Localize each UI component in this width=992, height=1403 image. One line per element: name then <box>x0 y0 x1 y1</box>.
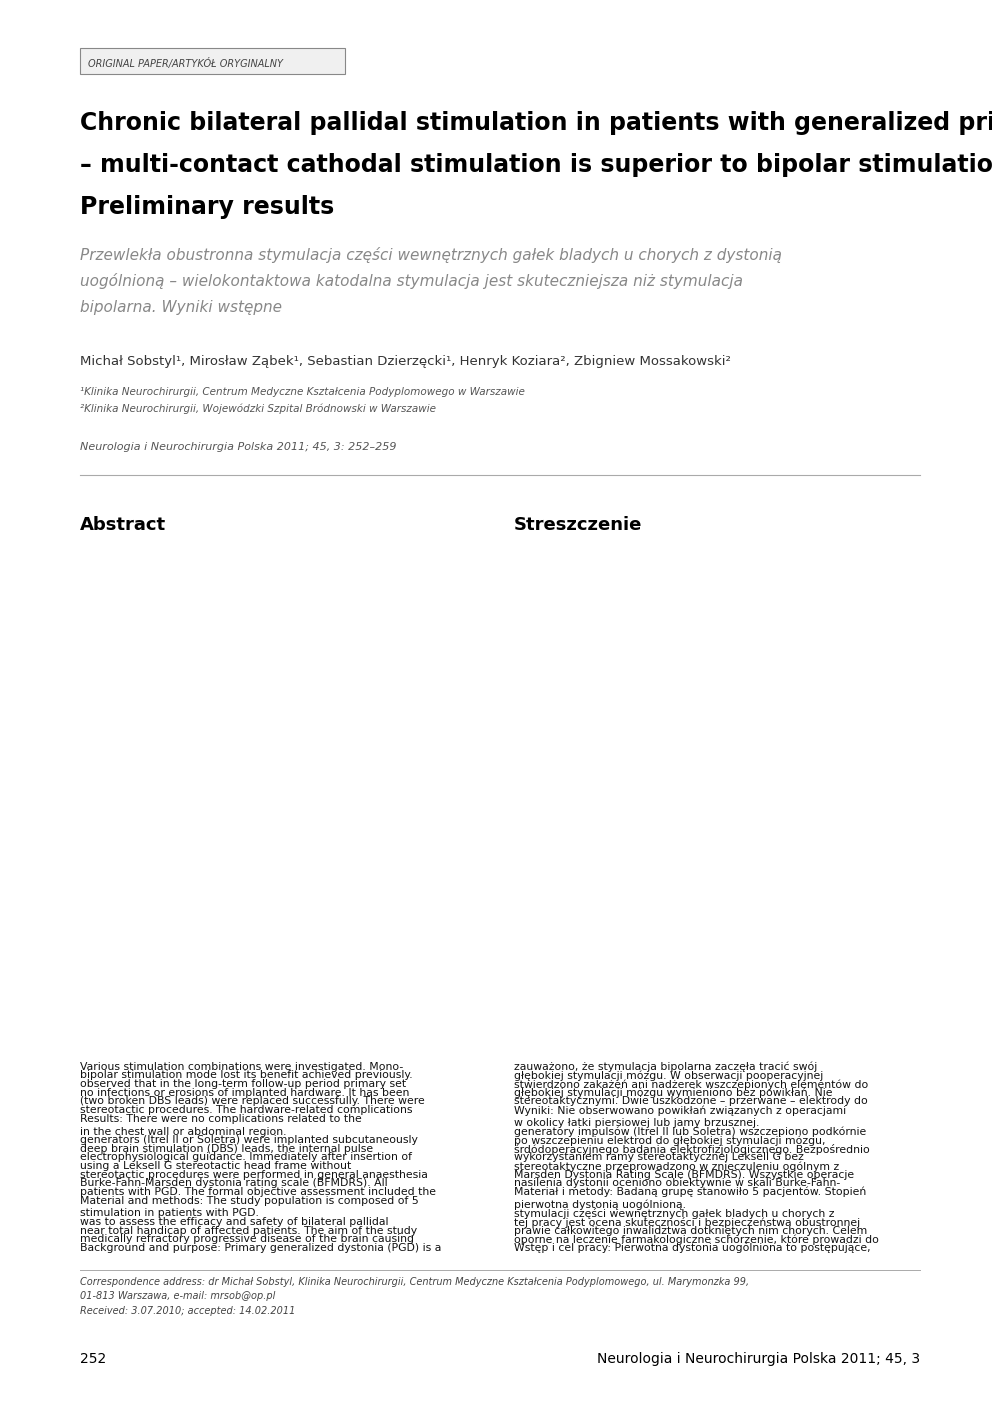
Text: głębokiej stymulacji mózgu wymieniono bez powikłań. Nie: głębokiej stymulacji mózgu wymieniono be… <box>514 1087 832 1099</box>
Text: (two broken DBS leads) were replaced successfully. There were: (two broken DBS leads) were replaced suc… <box>80 1096 425 1107</box>
Text: Wstęp i cel pracy: Pierwotna dystonia uogólniona to postępujące,: Wstęp i cel pracy: Pierwotna dystonia uo… <box>514 1243 871 1253</box>
Text: observed that in the long-term follow-up period primary set: observed that in the long-term follow-up… <box>80 1079 406 1089</box>
Text: patients with PGD. The formal objective assessment included the: patients with PGD. The formal objective … <box>80 1187 436 1197</box>
Text: Various stimulation combinations were investigated. Mono-: Various stimulation combinations were in… <box>80 1062 404 1072</box>
Text: Material and methods: The study population is composed of 5: Material and methods: The study populati… <box>80 1195 419 1205</box>
Text: Background and purpose: Primary generalized dystonia (PGD) is a: Background and purpose: Primary generali… <box>80 1243 441 1253</box>
Text: Preliminary results: Preliminary results <box>80 195 334 219</box>
Bar <box>80 48 345 74</box>
Text: 01-813 Warszawa, e-mail: mrsob@op.pl: 01-813 Warszawa, e-mail: mrsob@op.pl <box>80 1291 276 1301</box>
Text: w okolicy łatki piersiowej lub jamy brzusznej.: w okolicy łatki piersiowej lub jamy brzu… <box>514 1118 759 1128</box>
Text: electrophysiological guidance. Immediately after insertion of: electrophysiological guidance. Immediate… <box>80 1152 412 1163</box>
Text: generatory impulsów (Itrel II lub Soletra) wszczepiono podkórnie: generatory impulsów (Itrel II lub Soletr… <box>514 1127 866 1136</box>
Text: deep brain stimulation (DBS) leads, the internal pulse: deep brain stimulation (DBS) leads, the … <box>80 1143 373 1153</box>
Text: ORIGINAL PAPER/ARTYKÓŁ ORYGINALNY: ORIGINAL PAPER/ARTYKÓŁ ORYGINALNY <box>88 58 283 69</box>
Text: in the chest wall or abdominal region.: in the chest wall or abdominal region. <box>80 1127 287 1136</box>
Text: Correspondence address: dr Michał Sobstyl, Klinika Neurochirurgii, Centrum Medyc: Correspondence address: dr Michał Sobsty… <box>80 1277 749 1287</box>
Text: Burke-Fahn-Marsden dystonia rating scale (BFMDRS). All: Burke-Fahn-Marsden dystonia rating scale… <box>80 1179 388 1188</box>
Text: Streszczenie: Streszczenie <box>514 516 643 535</box>
Text: nasilenia dystonii oceniono obiektywnie w skali Burke-Fahn-: nasilenia dystonii oceniono obiektywnie … <box>514 1179 840 1188</box>
Text: Received: 3.07.2010; accepted: 14.02.2011: Received: 3.07.2010; accepted: 14.02.201… <box>80 1306 296 1316</box>
Text: no infections or erosions of implanted hardware. It has been: no infections or erosions of implanted h… <box>80 1087 410 1097</box>
Text: stwierdzono zakażeń ani nadżerek wszczepionych elementów do: stwierdzono zakażeń ani nadżerek wszczep… <box>514 1079 868 1090</box>
Text: ¹Klinika Neurochirurgii, Centrum Medyczne Kształcenia Podyplomowego w Warszawie: ¹Klinika Neurochirurgii, Centrum Medyczn… <box>80 387 525 397</box>
Text: Michał Sobstyl¹, Mirosław Ząbek¹, Sebastian Dzierzęcki¹, Henryk Koziara², Zbigni: Michał Sobstyl¹, Mirosław Ząbek¹, Sebast… <box>80 355 731 368</box>
Text: Neurologia i Neurochirurgia Polska 2011; 45, 3: 252–259: Neurologia i Neurochirurgia Polska 2011;… <box>80 442 397 452</box>
Text: tej pracy jest ocena skuteczności i bezpieczeństwa obustronnej: tej pracy jest ocena skuteczności i bezp… <box>514 1216 860 1228</box>
Text: stereotactic procedures. The hardware-related complications: stereotactic procedures. The hardware-re… <box>80 1106 413 1115</box>
Text: was to assess the efficacy and safety of bilateral pallidal: was to assess the efficacy and safety of… <box>80 1216 389 1228</box>
Text: Abstract: Abstract <box>80 516 166 535</box>
Text: stereotaktycznymi. Dwie uszkodzone – przerwane – elektrody do: stereotaktycznymi. Dwie uszkodzone – prz… <box>514 1096 868 1107</box>
Text: Neurologia i Neurochirurgia Polska 2011; 45, 3: Neurologia i Neurochirurgia Polska 2011;… <box>597 1352 920 1367</box>
Text: 252: 252 <box>80 1352 106 1367</box>
Text: prawie całkowitego inwalidztwa dotkniętych nim chorych. Celem: prawie całkowitego inwalidztwa dotknięty… <box>514 1226 867 1236</box>
Text: uogólnioną – wielokontaktowa katodalna stymulacja jest skuteczniejsza niż stymul: uogólnioną – wielokontaktowa katodalna s… <box>80 274 743 289</box>
Text: stymulacji części wewnętrznych gałek bladych u chorych z: stymulacji części wewnętrznych gałek bla… <box>514 1208 834 1219</box>
Text: near total handicap of affected patients. The aim of the study: near total handicap of affected patients… <box>80 1226 417 1236</box>
Text: stimulation in patients with PGD.: stimulation in patients with PGD. <box>80 1208 259 1218</box>
Text: bipolar stimulation mode lost its benefit achieved previously.: bipolar stimulation mode lost its benefi… <box>80 1070 413 1080</box>
Text: Wyniki: Nie obserwowano powikłań związanych z operacjami: Wyniki: Nie obserwowano powikłań związan… <box>514 1106 846 1115</box>
Text: medically refractory progressive disease of the brain causing: medically refractory progressive disease… <box>80 1235 414 1244</box>
Text: po wszczepieniu elektrod do głębokiej stymulacji mózgu,: po wszczepieniu elektrod do głębokiej st… <box>514 1135 825 1146</box>
Text: Chronic bilateral pallidal stimulation in patients with generalized primary dyst: Chronic bilateral pallidal stimulation i… <box>80 111 992 135</box>
Text: zauważono, że stymulacja bipolarna zaczęła tracić swój: zauważono, że stymulacja bipolarna zaczę… <box>514 1062 817 1072</box>
Text: using a Leksell G stereotactic head frame without: using a Leksell G stereotactic head fram… <box>80 1162 351 1172</box>
Text: Results: There were no complications related to the: Results: There were no complications rel… <box>80 1114 362 1124</box>
Text: wykorzystaniem ramy stereotaktycznej Leksell G bez: wykorzystaniem ramy stereotaktycznej Lek… <box>514 1152 804 1163</box>
Text: ²Klinika Neurochirurgii, Wojewódzki Szpital Bródnowski w Warszawie: ²Klinika Neurochirurgii, Wojewódzki Szpi… <box>80 404 436 414</box>
Text: bipolarna. Wyniki wstępne: bipolarna. Wyniki wstępne <box>80 300 282 316</box>
Text: – multi-contact cathodal stimulation is superior to bipolar stimulation mode.: – multi-contact cathodal stimulation is … <box>80 153 992 177</box>
Text: stereotactic procedures were performed in general anaesthesia: stereotactic procedures were performed i… <box>80 1170 428 1180</box>
Text: Materiał i metody: Badaną grupę stanowiło 5 pacjentów. Stopień: Materiał i metody: Badaną grupę stanowił… <box>514 1187 866 1197</box>
Text: śrdódoperacyjnego badania elektrofizjologicznego. Bezpośrednio: śrdódoperacyjnego badania elektrofizjolo… <box>514 1143 870 1155</box>
Text: Marsden Dystonia Rating Scale (BFMDRS). Wszystkie operacje: Marsden Dystonia Rating Scale (BFMDRS). … <box>514 1170 854 1180</box>
Text: oporne na leczenie farmakologiczne schorzenie, które prowadzi do: oporne na leczenie farmakologiczne schor… <box>514 1235 879 1244</box>
Text: pierwotna dystonią uogólnioną.: pierwotna dystonią uogólnioną. <box>514 1200 686 1211</box>
Text: głębokiej stymulacji mózgu. W obserwacji pooperacyjnej: głębokiej stymulacji mózgu. W obserwacji… <box>514 1070 823 1080</box>
Text: Przewlekła obustronna stymulacja części wewnętrznych gałek bladych u chorych z d: Przewlekła obustronna stymulacja części … <box>80 247 782 262</box>
Text: generators (Itrel II or Soletra) were implanted subcutaneously: generators (Itrel II or Soletra) were im… <box>80 1135 418 1145</box>
Text: stereotaktyczne przeprowadzono w znieczuleniu ogólnym z: stereotaktyczne przeprowadzono w znieczu… <box>514 1162 839 1172</box>
